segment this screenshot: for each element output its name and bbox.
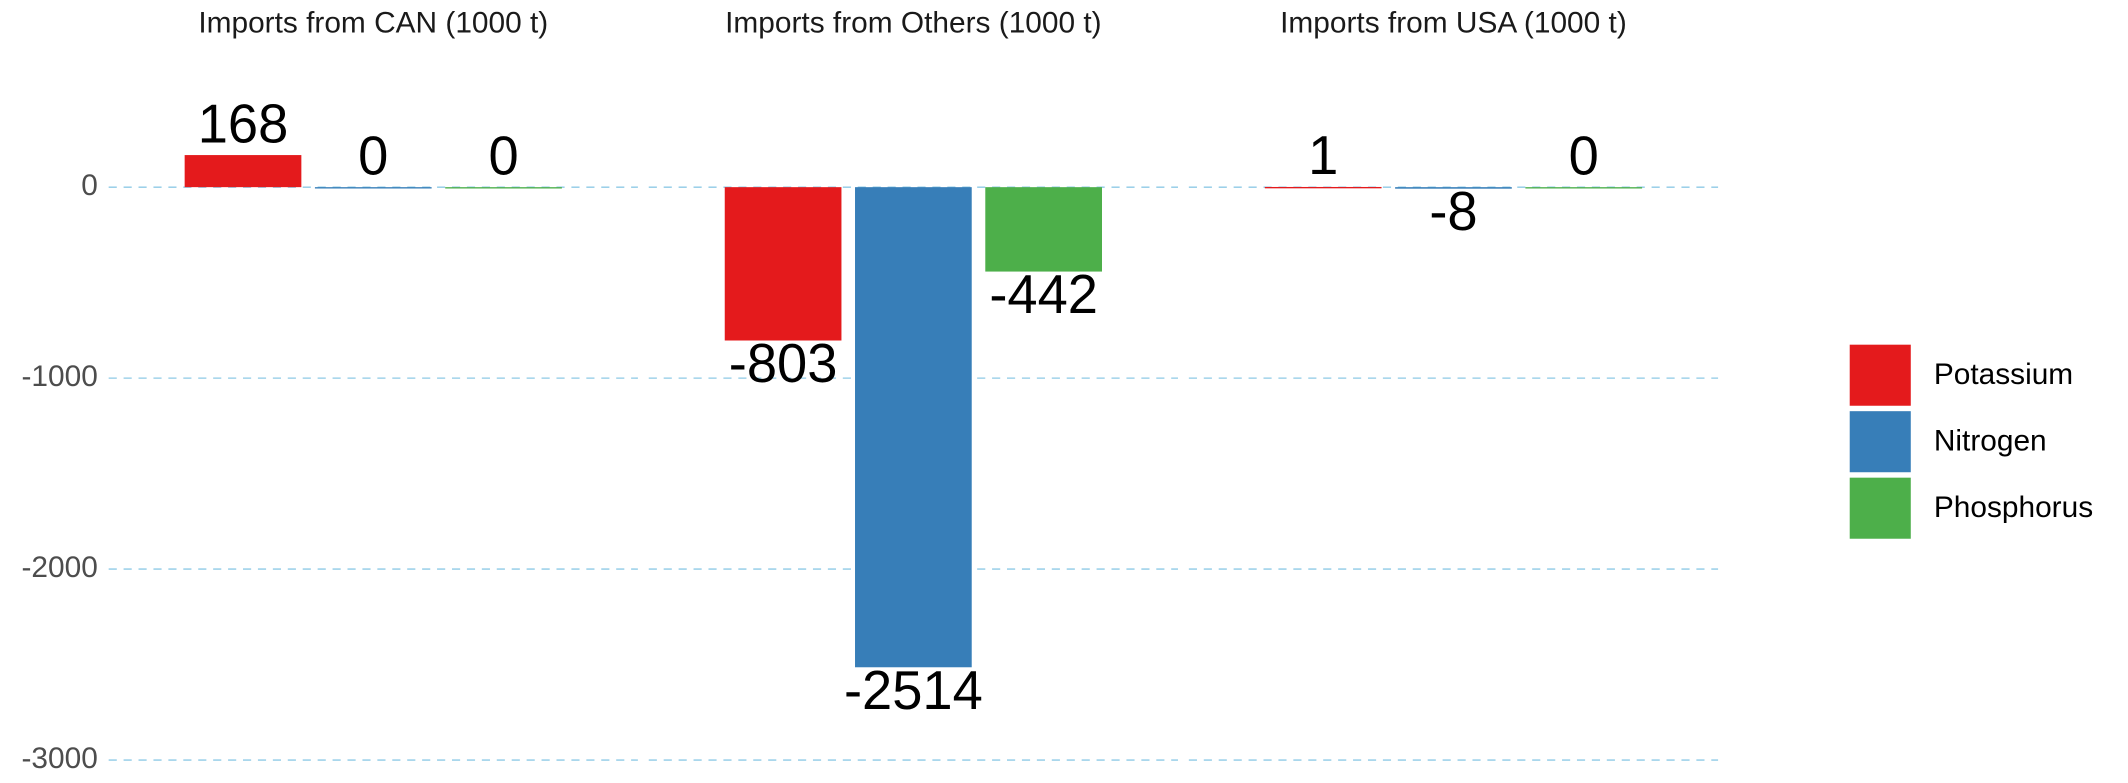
bar — [1525, 187, 1643, 189]
legend-key — [1849, 344, 1911, 406]
value-label: -442 — [989, 264, 1098, 325]
value-label: 1 — [1308, 125, 1338, 186]
value-label: -8 — [1429, 181, 1477, 242]
value-label: 0 — [1569, 125, 1599, 186]
bar — [314, 187, 432, 189]
bar — [724, 187, 842, 341]
y-tick-label: -1000 — [21, 360, 97, 393]
value-label: 168 — [198, 93, 289, 154]
legend-label: Phosphorus — [1934, 491, 2093, 524]
value-label: 0 — [488, 125, 518, 186]
value-label: -803 — [729, 333, 838, 394]
y-tick-label: 0 — [81, 169, 98, 202]
y-tick-label: -2000 — [21, 551, 97, 584]
bar — [855, 187, 972, 668]
facet-title: Imports from Others (1000 t) — [725, 6, 1101, 39]
legend-label: Nitrogen — [1934, 424, 2047, 457]
y-tick-label: -3000 — [21, 742, 97, 775]
legend-key — [1849, 411, 1911, 473]
bar — [445, 187, 562, 189]
value-label: 0 — [358, 125, 388, 186]
bar — [1264, 186, 1382, 189]
legend-label: Potassium — [1934, 358, 2073, 391]
bar — [184, 155, 302, 188]
facet-title: Imports from USA (1000 t) — [1280, 6, 1627, 39]
facet-title: Imports from CAN (1000 t) — [198, 6, 548, 39]
bar — [985, 187, 1102, 272]
bar — [1395, 187, 1512, 189]
value-label: -2514 — [844, 660, 983, 721]
legend-key — [1849, 477, 1911, 539]
